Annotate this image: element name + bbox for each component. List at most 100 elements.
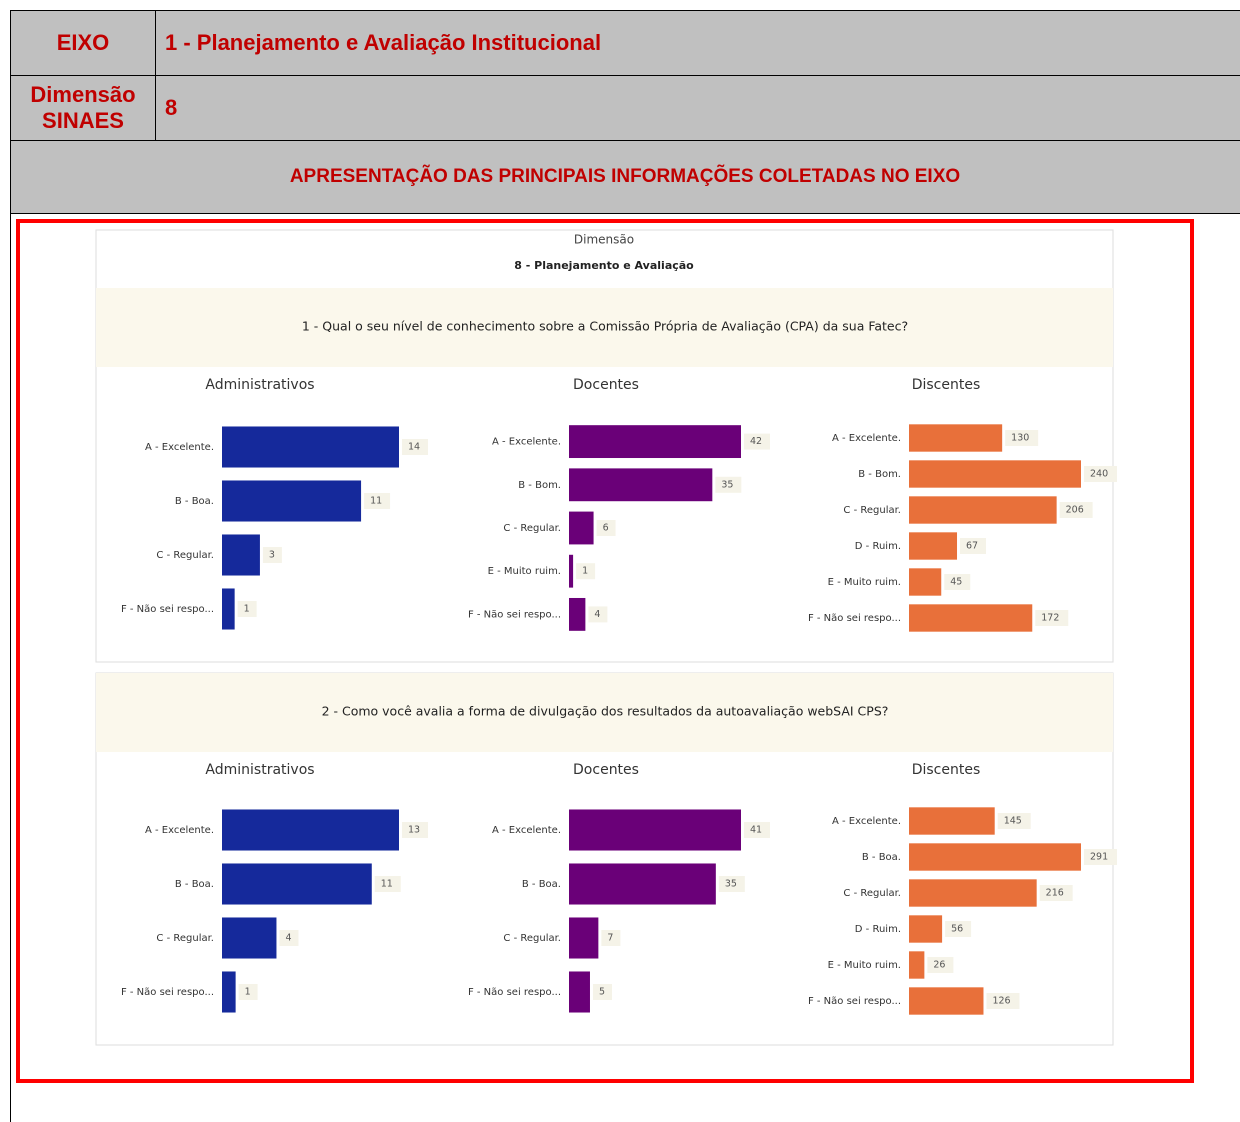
value-label-bg bbox=[374, 876, 401, 892]
bar bbox=[909, 424, 1003, 452]
bar bbox=[569, 809, 741, 851]
value-label-bg bbox=[744, 822, 770, 838]
question: 1 - Qual o seu nível de conhecimento sob… bbox=[302, 319, 908, 334]
section-title: APRESENTAÇÃO DAS PRINCIPAIS INFORMAÇÕES … bbox=[10, 140, 1240, 214]
bar bbox=[569, 468, 713, 502]
question: 2 - Como você avalia a forma de divulgaç… bbox=[322, 704, 889, 719]
value-label-bg bbox=[1039, 885, 1073, 901]
eixo-label: EIXO bbox=[10, 10, 156, 76]
report-subtitle: Dimensão bbox=[574, 233, 634, 247]
value-label: 5 bbox=[599, 987, 605, 998]
chart-title: Discentes bbox=[912, 377, 981, 393]
bar bbox=[569, 863, 716, 905]
value-label: 6 bbox=[603, 523, 609, 534]
bar bbox=[569, 597, 586, 631]
value-label: 26 bbox=[933, 960, 945, 971]
bar bbox=[222, 809, 399, 851]
value-label-bg bbox=[1005, 430, 1039, 446]
chart-title: Docentes bbox=[573, 762, 639, 778]
value-label: 172 bbox=[1041, 613, 1059, 624]
value-label: 216 bbox=[1046, 888, 1064, 899]
category-label: F - Não sei respo... bbox=[121, 604, 214, 615]
category-label: F - Não sei respo... bbox=[468, 609, 561, 620]
value-label: 11 bbox=[370, 496, 382, 507]
value-label-bg bbox=[1084, 849, 1117, 865]
category-label: A - Excelente. bbox=[145, 825, 214, 836]
value-label: 35 bbox=[721, 479, 733, 490]
bar bbox=[909, 915, 943, 943]
category-label: F - Não sei respo... bbox=[808, 996, 901, 1007]
value-label-bg bbox=[588, 606, 608, 623]
category-label: F - Não sei respo... bbox=[121, 987, 214, 998]
value-label-bg bbox=[1035, 610, 1069, 626]
bar bbox=[222, 588, 235, 630]
value-label-bg bbox=[744, 433, 770, 450]
value-label-bg bbox=[945, 921, 972, 937]
value-label: 291 bbox=[1090, 852, 1108, 863]
bar bbox=[569, 917, 599, 959]
bar bbox=[569, 511, 594, 545]
value-label: 206 bbox=[1066, 505, 1084, 516]
bar bbox=[569, 425, 741, 459]
category-label: B - Bom. bbox=[518, 480, 561, 491]
category-label: E - Muito ruim. bbox=[828, 960, 901, 971]
bar bbox=[909, 604, 1033, 632]
chart-title: Administrativos bbox=[205, 377, 314, 393]
category-label: B - Boa. bbox=[175, 879, 214, 890]
value-label-bg bbox=[1084, 466, 1117, 482]
bar bbox=[909, 951, 925, 979]
value-label: 240 bbox=[1090, 469, 1108, 480]
category-label: A - Excelente. bbox=[492, 437, 561, 448]
category-label: A - Excelente. bbox=[832, 816, 901, 827]
category-label: C - Regular. bbox=[843, 888, 901, 899]
value-label-bg bbox=[944, 574, 971, 590]
bar bbox=[222, 534, 260, 576]
eixo-value: 1 - Planejamento e Avaliação Institucion… bbox=[155, 10, 1240, 76]
category-label: B - Boa. bbox=[522, 879, 561, 890]
value-label-bg bbox=[262, 547, 282, 563]
chart-title: Discentes bbox=[912, 762, 981, 778]
bar bbox=[222, 971, 236, 1013]
value-label-bg bbox=[402, 439, 428, 455]
value-label: 42 bbox=[750, 436, 762, 447]
bar bbox=[222, 863, 372, 905]
report-title: 8 - Planejamento e Avaliação bbox=[514, 259, 694, 272]
bar bbox=[569, 971, 590, 1013]
value-label-bg bbox=[927, 957, 954, 973]
value-label-bg bbox=[592, 984, 612, 1000]
value-label-bg bbox=[402, 822, 428, 838]
bar bbox=[909, 496, 1057, 524]
value-label: 41 bbox=[750, 825, 762, 836]
dimensao-value: 8 bbox=[155, 75, 1240, 141]
category-label: C - Regular. bbox=[503, 523, 561, 534]
value-label-bg bbox=[715, 476, 742, 493]
value-label: 13 bbox=[408, 825, 420, 836]
category-label: B - Boa. bbox=[862, 852, 901, 863]
value-label-bg bbox=[986, 993, 1020, 1009]
value-label-bg bbox=[960, 538, 987, 554]
category-label: C - Regular. bbox=[843, 505, 901, 516]
question-banner bbox=[96, 288, 1113, 367]
chart-title: Docentes bbox=[573, 377, 639, 393]
bar bbox=[909, 532, 958, 560]
value-label-bg bbox=[1059, 502, 1093, 518]
category-label: C - Regular. bbox=[156, 933, 214, 944]
bar bbox=[909, 460, 1081, 488]
value-label: 145 bbox=[1004, 816, 1022, 827]
bar bbox=[569, 554, 574, 588]
value-label: 4 bbox=[594, 609, 600, 620]
value-label: 67 bbox=[966, 541, 978, 552]
value-label: 1 bbox=[245, 987, 251, 998]
value-label: 1 bbox=[582, 566, 588, 577]
category-label: F - Não sei respo... bbox=[468, 987, 561, 998]
bar bbox=[222, 480, 362, 522]
value-label: 35 bbox=[725, 879, 737, 890]
bar bbox=[909, 987, 984, 1015]
category-label: E - Muito ruim. bbox=[828, 577, 901, 588]
chart-title: Administrativos bbox=[205, 762, 314, 778]
bar bbox=[222, 426, 399, 468]
value-label: 126 bbox=[992, 996, 1010, 1007]
value-label-bg bbox=[997, 813, 1031, 829]
